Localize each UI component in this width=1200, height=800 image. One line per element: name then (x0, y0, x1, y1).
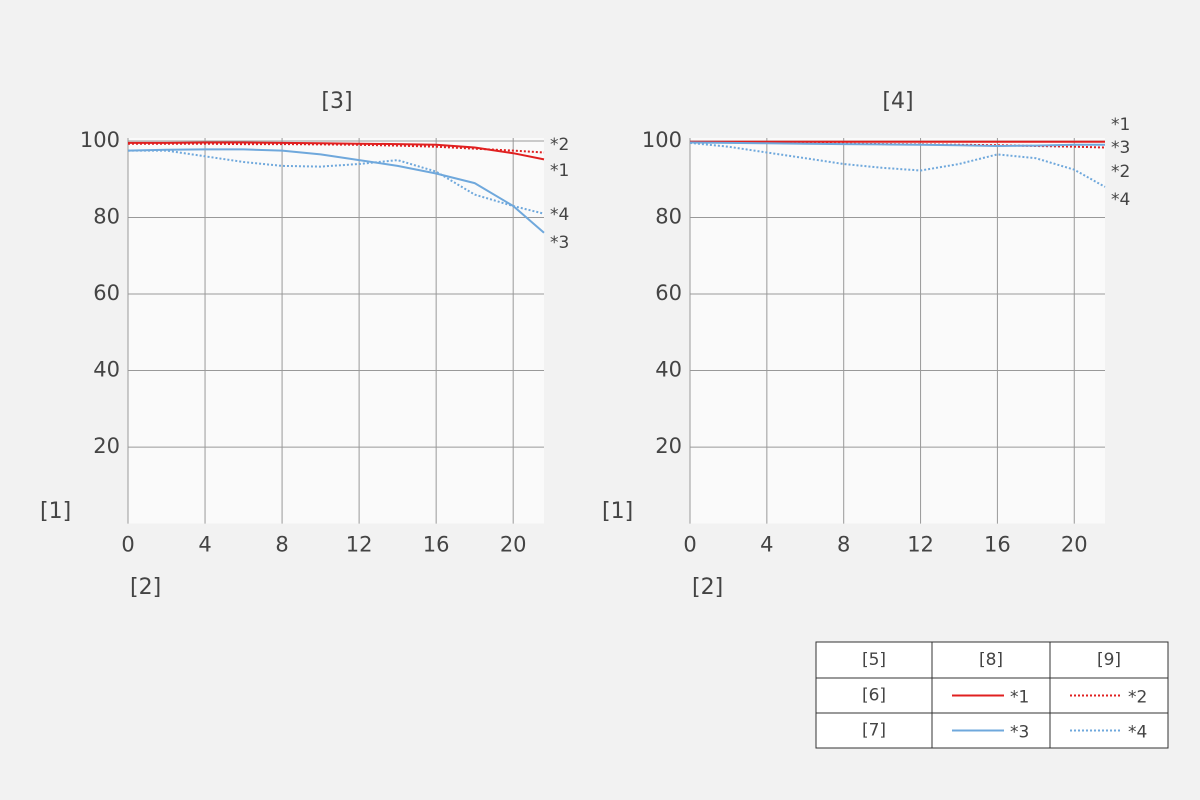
y-tick-label: 20 (655, 434, 682, 458)
series-line (128, 142, 545, 154)
x-tick-label: 12 (346, 533, 373, 557)
y-tick-label: 60 (655, 281, 682, 305)
legend-label: *1 (1010, 688, 1029, 708)
x-tick-label: 12 (907, 533, 934, 557)
table-row-label: [7] (862, 721, 886, 741)
chart-title: [4] (882, 89, 913, 114)
x-axis-label: [2] (692, 575, 723, 600)
y-axis-label: [1] (40, 499, 71, 524)
series-line (689, 141, 1105, 147)
x-tick-label: 16 (984, 533, 1011, 557)
y-axis-label: [1] (602, 499, 633, 524)
chart-title: [3] (321, 89, 352, 114)
x-tick-label: 16 (423, 533, 450, 557)
table-header: [5] (862, 650, 886, 670)
table-row-label: [6] (862, 686, 886, 706)
y-tick-label: 100 (80, 128, 120, 152)
legend-label: *3 (1010, 723, 1029, 743)
series-end-label: *3 (1111, 138, 1130, 158)
plot-area (690, 138, 1105, 524)
series-end-label: *4 (1111, 190, 1130, 210)
x-tick-label: 8 (275, 533, 288, 557)
series-line (127, 148, 545, 234)
series-line (128, 149, 545, 215)
y-tick-label: 60 (93, 281, 120, 305)
y-tick-label: 80 (655, 205, 682, 229)
table-header: [9] (1097, 650, 1121, 670)
x-tick-label: 8 (837, 533, 850, 557)
y-tick-label: 40 (93, 358, 120, 382)
plot-area (128, 138, 544, 524)
legend-label: *4 (1128, 723, 1147, 743)
y-tick-label: 20 (93, 434, 120, 458)
legend-label: *2 (1128, 688, 1147, 708)
y-tick-label: 100 (642, 128, 682, 152)
series-end-label: *1 (550, 161, 569, 181)
series-end-label: *2 (1111, 162, 1130, 182)
series-end-label: *4 (550, 205, 569, 225)
series-line (689, 141, 1106, 188)
x-tick-label: 0 (683, 533, 696, 557)
x-tick-label: 4 (760, 533, 773, 557)
y-tick-label: 80 (93, 205, 120, 229)
series-end-label: *3 (550, 233, 569, 253)
x-tick-label: 20 (1061, 533, 1088, 557)
x-tick-label: 0 (121, 533, 134, 557)
x-tick-label: 20 (500, 533, 527, 557)
x-tick-label: 4 (198, 533, 211, 557)
series-end-label: *1 (1111, 115, 1130, 135)
x-axis-label: [2] (130, 575, 161, 600)
table-header: [8] (979, 650, 1003, 670)
y-tick-label: 40 (655, 358, 682, 382)
series-end-label: *2 (550, 135, 569, 155)
